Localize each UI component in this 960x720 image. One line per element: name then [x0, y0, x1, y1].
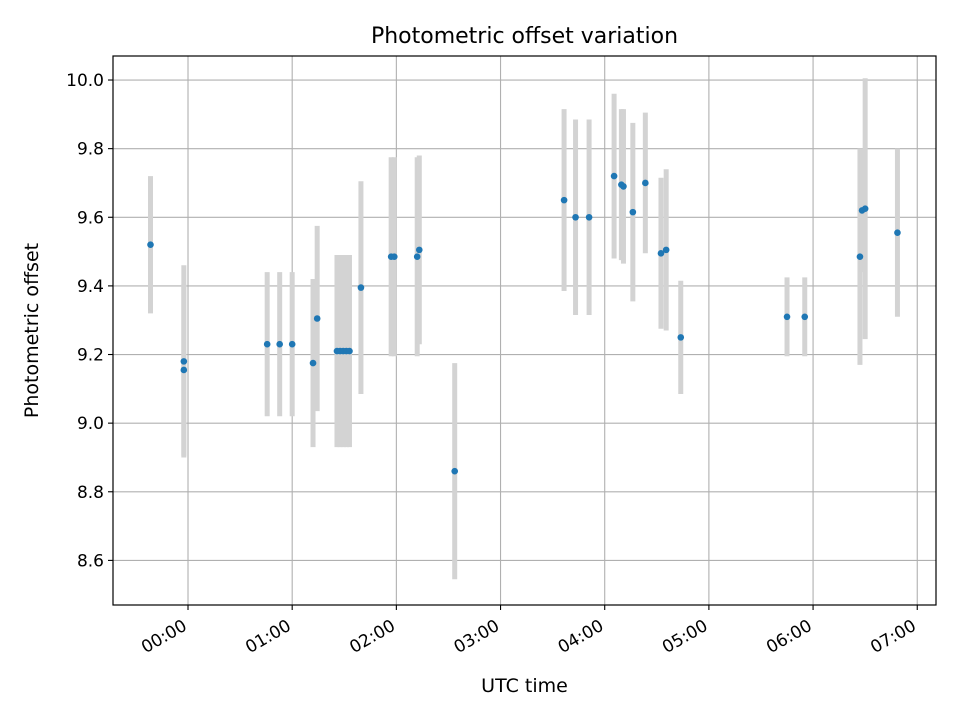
- data-point: [856, 253, 864, 261]
- data-point: [346, 347, 353, 355]
- data-point: [309, 359, 317, 367]
- data-point: [677, 334, 685, 341]
- data-point: [415, 246, 423, 254]
- data-point: [629, 208, 637, 216]
- data-point: [263, 340, 271, 348]
- data-point: [560, 196, 568, 204]
- y-tick-label: 8.6: [77, 551, 104, 571]
- y-tick-label: 9.0: [77, 414, 104, 434]
- data-point: [610, 172, 618, 180]
- chart-title: Photometric offset variation: [371, 24, 678, 49]
- data-point: [861, 205, 869, 212]
- data-point: [313, 315, 321, 322]
- data-point: [451, 467, 459, 475]
- data-point: [390, 253, 398, 261]
- data-point: [180, 358, 188, 365]
- data-point: [572, 213, 579, 221]
- data-point: [642, 179, 649, 187]
- y-tick-label: 8.8: [77, 483, 104, 503]
- data-point: [801, 313, 809, 321]
- plot-area-frame: [112, 55, 937, 606]
- data-point: [894, 229, 901, 237]
- point-layer: [147, 172, 901, 475]
- y-tick-label: 9.4: [77, 277, 104, 297]
- data-point: [620, 183, 627, 190]
- data-point: [147, 241, 154, 249]
- data-point: [288, 340, 296, 348]
- data-point: [357, 284, 365, 291]
- data-point: [180, 366, 188, 374]
- y-tick-label: 10.0: [66, 71, 104, 91]
- data-point: [662, 246, 670, 254]
- y-tick-label: 9.2: [77, 346, 104, 366]
- y-tick-label: 9.6: [77, 208, 104, 228]
- data-point: [413, 253, 421, 261]
- grid-layer: [113, 56, 936, 605]
- x-axis-label: UTC time: [481, 675, 568, 697]
- data-point: [276, 340, 283, 348]
- y-tick-label: 9.8: [77, 140, 104, 160]
- data-point: [783, 313, 791, 321]
- data-point: [585, 213, 593, 221]
- y-axis-ticks: 8.6 8.8 9.0 9.2 9.4 9.6 9.8 10.0: [66, 71, 113, 571]
- data-point: [657, 249, 665, 257]
- y-axis-label: Photometric offset: [21, 243, 43, 418]
